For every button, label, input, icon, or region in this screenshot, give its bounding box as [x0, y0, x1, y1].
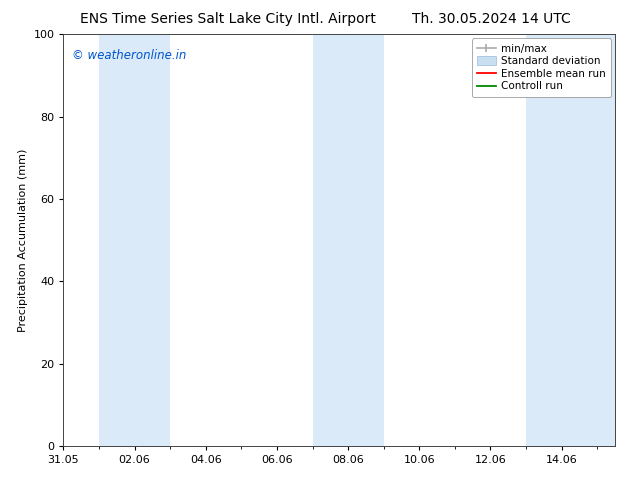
Bar	[526, 34, 615, 446]
Text: Th. 30.05.2024 14 UTC: Th. 30.05.2024 14 UTC	[412, 12, 571, 26]
Legend: min/max, Standard deviation, Ensemble mean run, Controll run: min/max, Standard deviation, Ensemble me…	[472, 39, 611, 97]
Text: ENS Time Series Salt Lake City Intl. Airport: ENS Time Series Salt Lake City Intl. Air…	[81, 12, 376, 26]
Bar	[313, 34, 384, 446]
Text: © weatheronline.in: © weatheronline.in	[72, 49, 186, 62]
Bar	[99, 34, 170, 446]
Y-axis label: Precipitation Accumulation (mm): Precipitation Accumulation (mm)	[18, 148, 28, 332]
